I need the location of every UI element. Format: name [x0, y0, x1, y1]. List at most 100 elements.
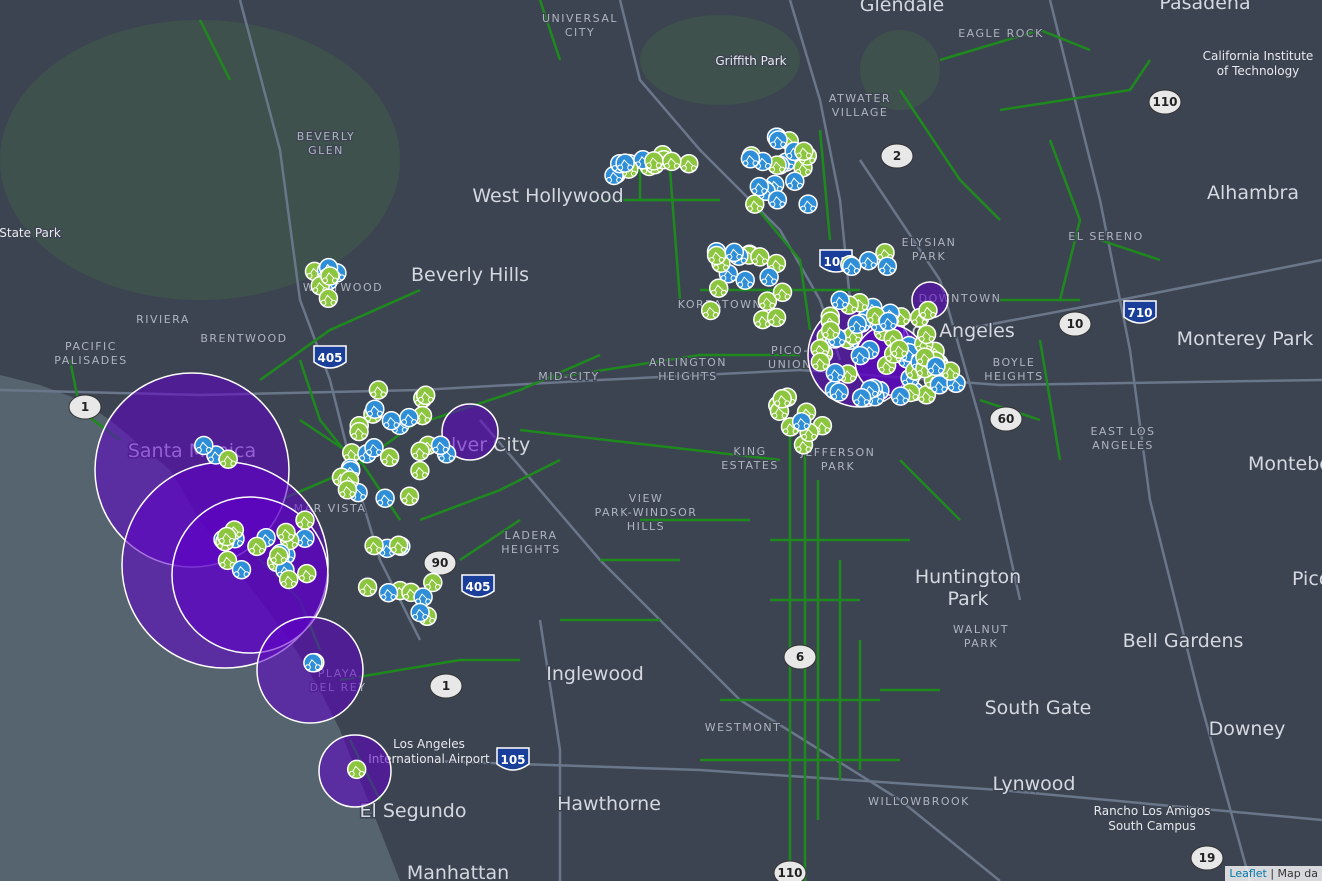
neighborhood-label: PARK-WINDSOR	[595, 506, 698, 519]
bike-icon	[280, 575, 297, 587]
bike-icon	[812, 358, 829, 370]
neighborhood-label: HEIGHTS	[984, 370, 1043, 383]
bike-icon	[853, 393, 870, 406]
bike-icon	[768, 313, 785, 325]
bike-marker	[295, 510, 315, 530]
leaflet-link[interactable]: Leaflet	[1229, 867, 1267, 880]
neighborhood-label: EL SERENO	[1068, 230, 1144, 243]
bike-marker	[772, 282, 793, 303]
bike-icon	[852, 351, 869, 364]
bike-marker	[847, 314, 867, 335]
bike-marker	[662, 151, 682, 172]
bike-marker	[364, 535, 384, 556]
bike-icon	[645, 157, 662, 169]
bike-marker	[889, 339, 910, 359]
bike-icon	[892, 392, 909, 404]
bike-icon	[320, 294, 337, 306]
highway-shield	[880, 143, 914, 169]
bike-icon	[801, 428, 818, 440]
bike-marker	[916, 324, 937, 345]
markers	[194, 127, 966, 780]
bike-icon	[795, 441, 812, 453]
bike-icon	[891, 345, 908, 357]
neighborhood-label: BOYLE	[993, 356, 1036, 369]
bike-icon	[663, 157, 680, 169]
bike-icon	[218, 532, 235, 545]
highway-shield	[423, 550, 457, 576]
bike-icon	[751, 182, 768, 195]
bike-icon	[377, 494, 394, 506]
bike-marker	[247, 536, 267, 557]
bike-icon	[370, 386, 387, 398]
neighborhood-label: ATWATER	[829, 92, 891, 105]
bike-marker	[399, 486, 420, 506]
neighborhood-label: RIVIERA	[136, 313, 190, 326]
bike-marker	[825, 363, 846, 383]
bike-icon	[412, 608, 429, 620]
bike-icon	[359, 583, 376, 595]
bike-marker	[297, 563, 317, 584]
bike-lane	[538, 0, 562, 61]
poi-label: International Airport	[368, 752, 490, 766]
bike-marker	[757, 291, 778, 311]
bike-icon	[742, 154, 759, 167]
highway-number: 105	[500, 753, 525, 767]
bike-marker	[216, 526, 237, 547]
bike-icon	[339, 485, 356, 498]
citie-label: Downey	[1209, 718, 1286, 740]
citie-label: Alhambra	[1207, 182, 1299, 204]
neighborhood-label: UNIVERSAL	[542, 12, 618, 25]
bike-marker	[767, 190, 788, 210]
highway-number: 19	[1199, 851, 1216, 865]
neighborhood-label: KING	[733, 445, 766, 458]
poi-label: Griffith Park	[715, 54, 786, 68]
bike-marker	[231, 559, 252, 580]
bike-marker	[890, 386, 911, 406]
bike-icon	[770, 136, 787, 148]
bike-icon	[195, 441, 212, 453]
bike-marker	[194, 435, 214, 456]
highway-number: 110	[1152, 95, 1177, 109]
neighborhood-label: LADERA	[504, 529, 557, 542]
bike-lane	[749, 199, 812, 331]
bike-icon	[942, 367, 959, 379]
bike-icon	[726, 248, 743, 260]
bike-icon	[879, 262, 896, 274]
bike-icon	[304, 658, 321, 671]
bike-icon	[795, 147, 812, 159]
citie-label: Bell Gardens	[1123, 630, 1244, 652]
bike-marker	[346, 759, 367, 780]
bike-marker	[278, 569, 299, 590]
citie-label: Inglewood	[546, 663, 644, 685]
bike-icon	[918, 390, 935, 403]
bike-lane	[939, 28, 1091, 62]
bike-lane	[668, 169, 682, 301]
bike-lane	[899, 459, 961, 521]
road	[858, 159, 1022, 601]
bike-lane	[198, 19, 232, 81]
bike-marker	[830, 290, 850, 311]
bike-marker	[364, 438, 384, 458]
neighborhood-label: WESTMONT	[705, 721, 782, 734]
bike-marker	[378, 582, 399, 603]
neighborhood-label: MID-CITY	[538, 370, 600, 383]
highway-number: 1	[81, 400, 89, 414]
bike-lane	[459, 518, 521, 562]
bike-icon	[832, 296, 849, 308]
road	[399, 758, 1322, 822]
bike-marker	[276, 522, 296, 543]
highway-number: 405	[465, 580, 490, 594]
bike-icon	[366, 405, 383, 417]
highway-shield	[1058, 311, 1092, 337]
bike-lane	[419, 458, 561, 522]
highway-shield	[1148, 89, 1182, 115]
highway-number: 710	[1127, 306, 1152, 320]
bike-marker	[708, 278, 729, 298]
citie-label: Huntington	[915, 566, 1021, 588]
road	[959, 258, 1322, 332]
citie-label: Pasadena	[1159, 0, 1250, 14]
neighborhood-label: ANGELES	[1092, 439, 1154, 452]
neighborhood-label: PICO-	[771, 344, 809, 357]
bike-icon	[411, 466, 428, 479]
